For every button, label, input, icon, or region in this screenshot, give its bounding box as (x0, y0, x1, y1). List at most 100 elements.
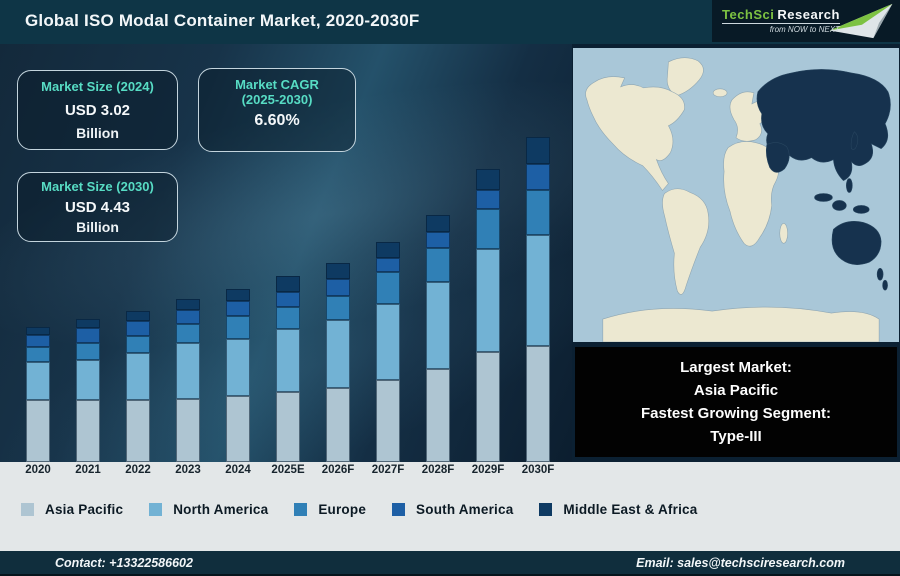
bar-segment-north-america (476, 249, 500, 352)
bar-segment-middle-east-africa (276, 276, 300, 292)
bar-segment-south-america (26, 335, 50, 347)
x-axis-label-2025E: 2025E (271, 464, 305, 476)
bar-segment-north-america (276, 329, 300, 392)
bar-segment-asia-pacific (26, 400, 50, 462)
bar-segment-north-america (426, 282, 450, 369)
stat-box-market-size-2024: Market Size (2024) USD 3.02 Billion (17, 70, 178, 150)
stat-label-period: (2025-2030) (241, 91, 313, 107)
map-australia-highlight (831, 221, 882, 265)
stat-label: Market CAGR (235, 77, 319, 92)
bar-segment-middle-east-africa (476, 169, 500, 190)
x-axis-label-2023: 2023 (175, 464, 201, 476)
bar-segment-europe (26, 347, 50, 362)
bar-segment-south-america (126, 321, 150, 336)
bar-segment-europe (476, 209, 500, 249)
bar-segment-south-america (276, 292, 300, 307)
legend-item-south-america: South America (392, 502, 513, 517)
bar-segment-south-america (76, 328, 100, 343)
bar-segment-north-america (226, 339, 250, 396)
legend-swatch (539, 503, 553, 516)
x-axis-label-2029F: 2029F (471, 464, 505, 476)
bar-segment-middle-east-africa (26, 327, 50, 335)
bar-segment-middle-east-africa (76, 319, 100, 328)
bar-2020 (26, 327, 50, 462)
bar-segment-asia-pacific (376, 380, 400, 462)
bar-segment-asia-pacific (76, 400, 100, 462)
bar-segment-asia-pacific (526, 346, 550, 462)
map-asia-highlight (756, 69, 891, 181)
bar-segment-north-america (126, 353, 150, 400)
bar-segment-north-america (526, 235, 550, 346)
key-facts-box: Largest Market: Asia Pacific Fastest Gro… (575, 347, 897, 457)
x-axis-label-2030F: 2030F (521, 464, 555, 476)
bar-segment-europe (126, 336, 150, 353)
bar-segment-north-america (326, 320, 350, 388)
x-axis-label-2026F: 2026F (321, 464, 355, 476)
bar-segment-asia-pacific (326, 388, 350, 462)
techsci-logo-text: TechSci Research from NOW to NEXT (722, 8, 840, 34)
x-axis-label-2024: 2024 (225, 464, 251, 476)
world-map (573, 48, 899, 342)
logo-brand-primary: TechSci (722, 7, 775, 22)
stat-value: USD 3.02 (64, 101, 131, 119)
stat-label: Market Size (2030) (41, 179, 154, 194)
bar-segment-middle-east-africa (126, 311, 150, 321)
legend-swatch (392, 503, 406, 516)
bar-segment-north-america (376, 304, 400, 380)
contact-email: Email: sales@techsciresearch.com (636, 555, 845, 570)
x-axis-label-2027F: 2027F (371, 464, 405, 476)
bar-segment-europe (426, 248, 450, 282)
legend-item-europe: Europe (294, 502, 366, 517)
legend-label: Asia Pacific (45, 502, 124, 517)
techsci-logo: TechSci Research from NOW to NEXT (712, 0, 900, 42)
map-indonesia-highlight (814, 193, 833, 202)
bar-2029F (476, 169, 500, 462)
legend-label: Middle East & Africa (563, 502, 698, 517)
bottom-band: 2020 2021 2022 2023 2024 2025E 2026F 2027F 2028F… (0, 462, 900, 551)
bar-2022 (126, 311, 150, 462)
bar-segment-middle-east-africa (526, 137, 550, 164)
map-north-america (585, 76, 685, 192)
bar-2027F (376, 242, 400, 462)
bar-segment-asia-pacific (226, 396, 250, 462)
fastest-segment-value: Type-III (710, 428, 762, 445)
bar-segment-middle-east-africa (426, 215, 450, 232)
stat-value: 6.60% (254, 111, 300, 129)
x-axis-label-2021: 2021 (75, 464, 101, 476)
stat-box-market-size-2030: Market Size (2030) USD 4.43 Billion (17, 172, 178, 242)
bar-segment-middle-east-africa (376, 242, 400, 258)
bar-segment-middle-east-africa (176, 299, 200, 310)
arrow-icon (829, 3, 893, 39)
stat-value: USD 4.43 (64, 198, 131, 216)
largest-market-label: Largest Market: (680, 359, 792, 376)
header-bar: Global ISO Modal Container Market, 2020-… (0, 0, 900, 44)
legend-item-middle-east-africa: Middle East & Africa (539, 502, 697, 517)
x-axis-label-2020: 2020 (25, 464, 51, 476)
legend-label: South America (416, 502, 514, 517)
bar-segment-south-america (226, 301, 250, 316)
logo-tagline: from NOW to NEXT (769, 25, 840, 34)
bar-segment-asia-pacific (476, 352, 500, 462)
map-japan-highlight (850, 131, 859, 150)
chart-panel: Market Size (2024) USD 3.02 Billion Mark… (0, 44, 572, 462)
bar-segment-europe (526, 190, 550, 235)
chart-legend: Asia Pacific North America Europe South Ame… (21, 502, 697, 517)
map-greenland (666, 57, 704, 97)
largest-market-value: Asia Pacific (693, 382, 779, 399)
bar-segment-south-america (326, 279, 350, 296)
map-antarctica (602, 306, 880, 342)
fastest-segment-label: Fastest Growing Segment: (640, 405, 832, 422)
bar-segment-middle-east-africa (226, 289, 250, 301)
bar-segment-asia-pacific (176, 399, 200, 462)
map-philippines-highlight (846, 178, 853, 193)
map-borneo-highlight (832, 200, 847, 211)
legend-swatch (294, 503, 308, 516)
bar-segment-south-america (476, 190, 500, 209)
x-axis-label-2028F: 2028F (421, 464, 455, 476)
bar-segment-north-america (76, 360, 100, 400)
map-new-zealand2-highlight (882, 279, 888, 291)
bar-segment-north-america (176, 343, 200, 399)
map-new-guinea-highlight (852, 205, 870, 214)
map-iceland (712, 88, 728, 98)
contact-phone: Contact: +13322586602 (55, 555, 193, 570)
